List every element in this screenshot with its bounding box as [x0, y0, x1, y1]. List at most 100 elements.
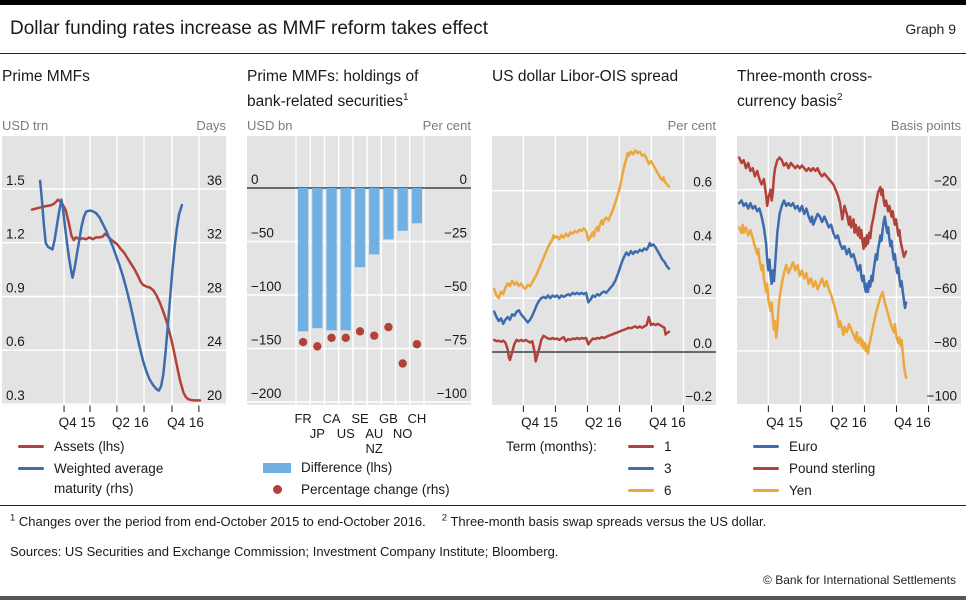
pound-sterling-line [737, 156, 908, 259]
plot-background [2, 136, 226, 405]
legend-label: Yen [789, 483, 812, 498]
footnote-sup: 2 [441, 513, 448, 524]
x-axis-label-q4-16: Q4 16 [894, 415, 931, 430]
right-axis-tick-label: −100 [437, 386, 467, 401]
plot-prime-mmfs: Q4 15 Q2 16 Q4 16 0.3 20 0.6 24 0.9 28 1.2 32 1.5 36 [2, 136, 226, 430]
left-axis-tick-label: 1.2 [6, 227, 25, 242]
bar-us [340, 188, 351, 331]
legend-label: 6 [664, 483, 672, 498]
panel-title: Three-month cross-currency basis2 [737, 66, 966, 112]
bottom-rule [0, 596, 966, 600]
graph-number-label: Graph 9 [905, 21, 956, 37]
dot-ca [327, 333, 336, 343]
right-axis-tick-label: −0.2 [685, 389, 712, 404]
right-axis-tick-label: −40 [934, 227, 957, 242]
axis-units: USD bn Per cent [247, 118, 471, 133]
left-axis-unit: USD bn [247, 118, 293, 133]
x-axis-label-q4-16: Q4 16 [167, 415, 204, 430]
footnote: 2 Three-month basis swap spreads versus … [441, 513, 767, 530]
panel-three-month-cross-currency-basis: Three-month cross-currency basis2 Basis p… [737, 66, 961, 521]
legend-label: Euro [789, 439, 818, 454]
panel-title-line: US dollar Libor-OIS spread [492, 68, 679, 85]
panel-title: Prime MMFs [2, 66, 240, 87]
legend-label: Pound sterling [789, 461, 876, 476]
x-axis-label-q4-16: Q4 16 [649, 415, 686, 430]
bar-no [397, 188, 408, 231]
category-label-no: NO [393, 426, 413, 441]
footnotes: 1 Changes over the period from end-Octob… [10, 513, 956, 529]
panel-prime-mmfs: Prime MMFs USD trn Days Q4 15 Q2 16 Q4 16 0.3 2… [2, 66, 226, 521]
dot-gb [384, 322, 393, 332]
left-axis-unit: USD trn [2, 118, 49, 133]
legend: Difference (lhs) Percentage change (rhs) [247, 458, 485, 502]
panel-title-line: Three-month cross- [737, 68, 873, 85]
panel-title-line: Prime MMFs [2, 68, 90, 85]
right-axis-tick-label: 20 [207, 388, 222, 403]
legend-item-percentage-change-rhs: Percentage change (rhs) [247, 480, 485, 500]
6-months-line [492, 149, 671, 300]
right-axis-tick-label: −20 [934, 174, 957, 189]
right-axis-tick-label: −100 [927, 389, 957, 404]
panel-title-line: bank-related securities1 [247, 92, 409, 111]
top-rule [0, 0, 966, 5]
legend-line-swatch [753, 467, 779, 471]
left-axis-tick-label: 0 [251, 172, 259, 187]
footnote-rule [0, 505, 966, 506]
right-axis-tick-label: −80 [934, 335, 957, 350]
legend-label: Weighted average maturity (rhs) [54, 461, 164, 496]
1-month-line [492, 315, 671, 363]
category-label-ch: CH [407, 411, 426, 426]
dot-se [355, 327, 365, 336]
right-axis-tick-label: −25 [444, 226, 467, 241]
plot-us-dollar-libor-ois-spread: Q4 15 Q2 16 Q4 16 −0.2 0.0 0.2 0.4 0.6 [492, 136, 716, 430]
x-axis-label-q4-15: Q4 15 [59, 415, 96, 430]
legend-item-yen: Yen [737, 481, 966, 501]
legend-item-assets-lhs: Assets (lhs) [2, 437, 240, 457]
legend: Euro Pound sterling Yen [737, 437, 966, 503]
legend-item-euro: Euro [737, 437, 966, 457]
legend-prefix: Term (months): [506, 439, 597, 454]
right-axis-unit: Per cent [422, 118, 471, 133]
right-axis-tick-label: 36 [207, 173, 222, 188]
bar-au-nz [369, 188, 380, 255]
legend-label: 1 [664, 439, 672, 454]
category-label-gb: GB [379, 411, 398, 426]
legend: Term (months): 1 3 6 [492, 437, 730, 503]
footnote-marker: 2 [836, 92, 843, 103]
legend-item-3: 3 [492, 459, 730, 479]
legend-item-weighted-average-maturity-rhs: Weighted average maturity (rhs) [2, 459, 240, 499]
panel-title: US dollar Libor-OIS spread [492, 66, 730, 87]
weighted-average-maturity-rhs-line [38, 179, 184, 392]
right-axis-unit: Per cent [667, 118, 716, 133]
copyright-line: © Bank for International Settlements [763, 573, 956, 587]
dot-no [398, 359, 407, 368]
category-label-se: SE [351, 411, 369, 426]
legend-line-swatch [628, 489, 654, 493]
x-axis-label-q2-16: Q2 16 [585, 415, 622, 430]
footnote-marker: 1 [402, 92, 409, 103]
x-axis-label-q4-15: Q4 15 [766, 415, 803, 430]
3-months-line [492, 241, 671, 326]
left-axis-tick-label: −150 [251, 333, 281, 348]
panel-us-dollar-libor-ois-spread: US dollar Libor-OIS spread Per cent Q4 15 Q… [492, 66, 716, 521]
legend-dot-swatch-box [263, 485, 291, 494]
right-axis-tick-label: −75 [444, 333, 467, 348]
x-axis-label-q2-16: Q2 16 [830, 415, 867, 430]
panel-title: Prime MMFs: holdings of bank-related secu… [247, 66, 485, 112]
dot-jp [313, 342, 322, 351]
legend-label: Percentage change (rhs) [301, 482, 450, 497]
bar-jp [312, 188, 323, 329]
legend-dot-swatch [272, 485, 282, 494]
bar-se [354, 188, 366, 268]
left-axis-tick-label: −50 [251, 226, 274, 241]
bar-ca [326, 188, 337, 331]
left-axis-tick-label: 1.5 [6, 173, 25, 188]
legend-label: 3 [664, 461, 672, 476]
left-axis-tick-label: 0.3 [6, 388, 25, 403]
category-label-ca: CA [323, 411, 341, 426]
dot-us [341, 333, 350, 343]
footnote-sup: 1 [10, 513, 16, 524]
legend-item-pound-sterling: Pound sterling [737, 459, 966, 479]
axis-units: USD trn Days [2, 118, 226, 133]
right-axis-tick-label: 0.0 [693, 336, 712, 351]
